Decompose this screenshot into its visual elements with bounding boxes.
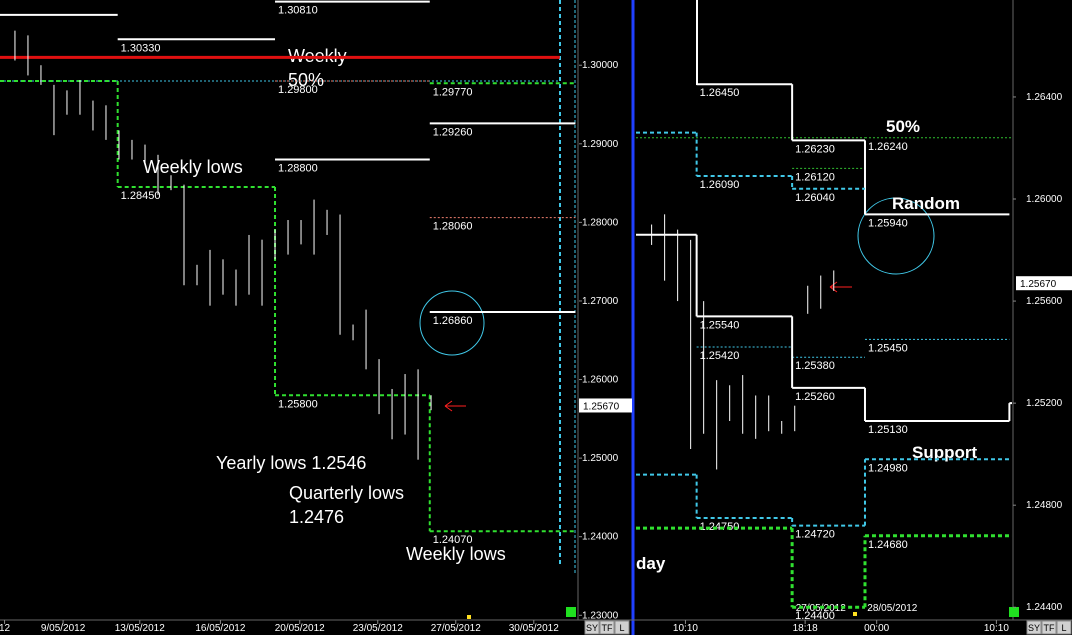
level-label: 1.26240 bbox=[868, 141, 908, 153]
highlight-circle bbox=[857, 197, 935, 275]
date-label: 28/05/2012 bbox=[867, 603, 917, 614]
level-label: 1.29800 bbox=[278, 84, 318, 96]
y-tick-label: 1.27000 bbox=[582, 296, 619, 307]
level-label: 1.28800 bbox=[278, 163, 318, 175]
toolbar-button bbox=[599, 620, 615, 635]
annotation: 1.2476 bbox=[289, 507, 344, 527]
level-label: 1.24070 bbox=[433, 534, 473, 546]
marker bbox=[853, 612, 857, 616]
level-label: 1.28060 bbox=[433, 221, 473, 233]
y-tick-label: 1.26000 bbox=[582, 375, 619, 386]
annotation: Support bbox=[912, 443, 977, 462]
level-label: 1.30330 bbox=[121, 42, 161, 54]
level-label: 1.26450 bbox=[700, 87, 740, 99]
annotation: Weekly lows bbox=[143, 157, 243, 177]
toolbar-button bbox=[1056, 620, 1072, 635]
toolbar-label: TF bbox=[602, 623, 613, 633]
x-tick-label: 10:10 bbox=[673, 623, 698, 634]
toolbar-label: SY bbox=[586, 623, 598, 633]
level-label: 1.26120 bbox=[795, 171, 835, 183]
level-label: 1.24750 bbox=[700, 521, 740, 533]
level-label: 1.25940 bbox=[868, 217, 908, 229]
toolbar-button bbox=[614, 620, 630, 635]
x-tick-label: 16/05/2012 bbox=[195, 623, 245, 634]
marker bbox=[1009, 607, 1019, 617]
level-label: 1.25450 bbox=[868, 342, 908, 354]
y-tick-label: 1.28000 bbox=[582, 217, 619, 228]
annotation: 50% bbox=[886, 117, 920, 136]
y-tick-label: 1.23000 bbox=[582, 610, 619, 621]
x-tick-label: 18:18 bbox=[793, 623, 818, 634]
y-tick-label: 1.26400 bbox=[1026, 92, 1063, 103]
x-tick-label: 9/05/2012 bbox=[41, 623, 86, 634]
x-tick-label: 13/05/2012 bbox=[115, 623, 165, 634]
toolbar-label: L bbox=[619, 623, 624, 633]
level-label: 1.26860 bbox=[433, 315, 473, 327]
annotation: day bbox=[636, 554, 666, 573]
x-tick-label: 27/05/2012 bbox=[431, 623, 481, 634]
level-label: 1.25540 bbox=[700, 319, 740, 331]
highlight-circle bbox=[419, 290, 485, 356]
level-label: 1.24680 bbox=[868, 539, 908, 551]
last-price-label: 1.25670 bbox=[583, 401, 620, 412]
toolbar-button bbox=[1041, 620, 1057, 635]
y-tick-label: 1.26000 bbox=[1026, 194, 1063, 205]
level-label: 1.29260 bbox=[433, 126, 473, 138]
y-tick-label: 1.25000 bbox=[582, 453, 619, 464]
annotation: Quarterly lows bbox=[289, 483, 404, 503]
x-tick-label: 20/05/2012 bbox=[275, 623, 325, 634]
annotation: Random bbox=[892, 194, 960, 213]
level-label: 1.24720 bbox=[795, 529, 835, 541]
x-tick-label: 12 bbox=[0, 623, 11, 634]
y-tick-label: 1.24800 bbox=[1026, 500, 1063, 511]
x-tick-label: 10:10 bbox=[984, 623, 1009, 634]
annotation: 50% bbox=[288, 70, 324, 90]
level-label: 1.24980 bbox=[868, 462, 908, 474]
last-price-box bbox=[579, 398, 632, 413]
y-tick-label: 1.24400 bbox=[1026, 602, 1063, 613]
level-label: 1.28450 bbox=[121, 190, 161, 202]
x-tick-label: 30/05/2012 bbox=[509, 623, 559, 634]
level-label: 1.29770 bbox=[433, 86, 473, 98]
annotation: Yearly lows 1.2546 bbox=[216, 453, 366, 473]
level-label: 1.26090 bbox=[700, 179, 740, 191]
x-tick-label: 23/05/2012 bbox=[353, 623, 403, 634]
y-tick-label: 1.30000 bbox=[582, 60, 619, 71]
toolbar-button bbox=[1026, 620, 1042, 635]
marker bbox=[467, 615, 471, 619]
level-label: 1.25800 bbox=[278, 398, 318, 410]
x-tick-label: 00:00 bbox=[864, 623, 889, 634]
arrow bbox=[444, 400, 466, 412]
level-label: 1.25380 bbox=[795, 360, 835, 372]
toolbar-label: SY bbox=[1028, 623, 1040, 633]
toolbar-label: TF bbox=[1044, 623, 1055, 633]
level-label: 1.30810 bbox=[278, 5, 318, 17]
level-label: 1.25260 bbox=[795, 391, 835, 403]
y-tick-label: 1.25200 bbox=[1026, 398, 1063, 409]
level-label: 1.24400 bbox=[795, 610, 835, 622]
toolbar-button bbox=[584, 620, 600, 635]
last-price-label: 1.25670 bbox=[1020, 279, 1057, 290]
marker bbox=[566, 607, 576, 617]
level-label: 1.26040 bbox=[795, 192, 835, 204]
y-tick-label: 1.25600 bbox=[1026, 296, 1063, 307]
annotation: Weekly lows bbox=[406, 544, 506, 564]
y-tick-label: 1.24000 bbox=[582, 532, 619, 543]
level-label: 1.25420 bbox=[700, 350, 740, 362]
y-tick-label: 1.29000 bbox=[582, 139, 619, 150]
last-price-box bbox=[1016, 276, 1072, 291]
level-label: 1.26230 bbox=[795, 143, 835, 155]
level-label: 1.25130 bbox=[868, 424, 908, 436]
toolbar-label: L bbox=[1061, 623, 1066, 633]
